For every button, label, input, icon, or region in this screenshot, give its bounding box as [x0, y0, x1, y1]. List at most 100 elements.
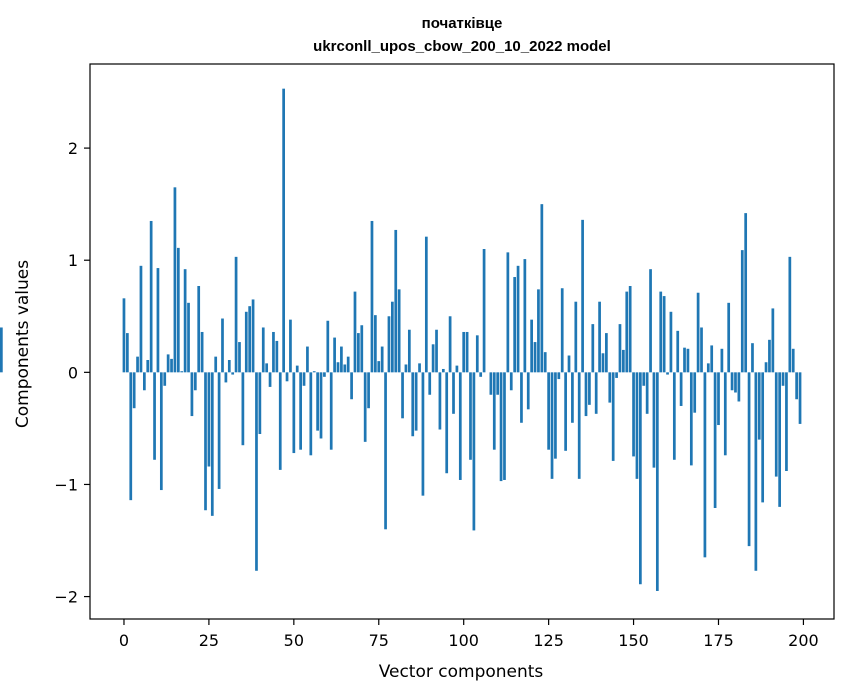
- bar-167: [689, 372, 693, 466]
- bar-88: [421, 372, 425, 496]
- y-tick-label: 1: [68, 251, 78, 270]
- bar-152: [639, 372, 642, 585]
- bar-164: [679, 372, 683, 406]
- bar-140: [598, 301, 601, 373]
- bar-54: [306, 346, 309, 373]
- bar-188: [761, 372, 765, 503]
- bar-64: [340, 346, 343, 373]
- bar-199: [798, 372, 802, 424]
- bar-115: [513, 277, 517, 373]
- bar-142: [605, 333, 608, 373]
- bar-59: [323, 372, 326, 377]
- bar-147: [622, 349, 625, 373]
- bar-169: [696, 292, 700, 373]
- bar-93: [438, 372, 442, 430]
- bar-46: [278, 372, 282, 470]
- bar-23: [200, 331, 204, 373]
- bar-139: [594, 372, 598, 414]
- bar-128: [557, 372, 561, 380]
- x-axis-ticks: 0 25 50 75 100 125 150 175 200: [119, 619, 819, 650]
- bar-166: [686, 348, 690, 373]
- bar-85: [411, 372, 415, 437]
- bar-33: [234, 256, 238, 373]
- bar-73: [370, 220, 374, 373]
- bar-26: [210, 372, 214, 516]
- bar-129: [560, 288, 564, 373]
- bar-4: [136, 356, 139, 373]
- bar-96: [448, 316, 452, 373]
- bar-192: [774, 372, 778, 477]
- bar-38: [251, 299, 255, 373]
- bar-121: [533, 342, 537, 373]
- y-tick-label: −1: [54, 475, 78, 494]
- bar-137: [588, 372, 591, 405]
- bar-90: [428, 372, 432, 395]
- y-tick-label: −2: [54, 588, 78, 607]
- bar-168: [693, 372, 697, 413]
- bar-58: [319, 372, 323, 439]
- bar-153: [642, 372, 646, 386]
- bar-6: [143, 372, 146, 391]
- bar-172: [706, 363, 710, 373]
- bar-197: [791, 348, 795, 373]
- bar-103: [472, 372, 476, 531]
- bar-62: [333, 337, 336, 373]
- bar-146: [618, 324, 622, 373]
- x-tick-label: 0: [119, 631, 129, 650]
- bar-150: [632, 372, 635, 457]
- bar-3: [132, 372, 136, 409]
- bar-198: [795, 372, 798, 400]
- bar-67: [350, 372, 353, 400]
- bar-22: [197, 286, 201, 373]
- bar-80: [394, 229, 398, 373]
- bar-149: [628, 286, 632, 373]
- bar-39: [255, 372, 258, 571]
- bar-165: [683, 347, 686, 373]
- bar-53: [302, 372, 306, 386]
- bar-36: [244, 311, 248, 373]
- bar-77: [384, 372, 387, 530]
- bar-13: [166, 354, 170, 373]
- chart-title-line1: початківце: [422, 15, 503, 32]
- bar-101: [465, 331, 469, 373]
- bar-187: [757, 372, 761, 440]
- bar-8: [149, 220, 153, 373]
- bar-177: [723, 372, 727, 456]
- bar-11: [159, 372, 163, 491]
- bar-66: [346, 356, 350, 373]
- bar-52: [299, 372, 302, 450]
- bar-126: [550, 372, 554, 479]
- y-axis-ticks: −2 −1 0 1 2: [54, 139, 90, 607]
- bar-50: [292, 372, 296, 454]
- bar-9: [153, 372, 156, 460]
- bar-92: [435, 329, 438, 373]
- bar-0: [122, 298, 126, 373]
- bar-110: [496, 372, 500, 395]
- bar-112: [503, 372, 506, 480]
- bar-78: [387, 316, 391, 373]
- bar-102: [469, 372, 472, 460]
- bar-116: [516, 265, 520, 373]
- bar-71: [363, 372, 367, 442]
- bar-60: [326, 320, 330, 373]
- bar-174: [713, 372, 717, 508]
- bar-21: [193, 372, 197, 391]
- bar-31: [227, 360, 231, 373]
- bar-144: [611, 372, 615, 461]
- bar-43: [268, 372, 272, 387]
- bar-83: [404, 364, 408, 373]
- bar-148: [625, 291, 629, 373]
- bar-20: [190, 372, 194, 417]
- bar-122: [537, 289, 540, 373]
- bar-32: [231, 372, 235, 375]
- bar-176: [720, 348, 724, 373]
- bar-159: [662, 296, 666, 373]
- bar-183: [744, 213, 748, 373]
- bar-143: [608, 372, 612, 403]
- bar-35: [241, 372, 245, 446]
- bar-186: [754, 372, 758, 571]
- bar-173: [710, 345, 714, 373]
- bar-95: [445, 372, 449, 474]
- bar-195: [785, 372, 788, 471]
